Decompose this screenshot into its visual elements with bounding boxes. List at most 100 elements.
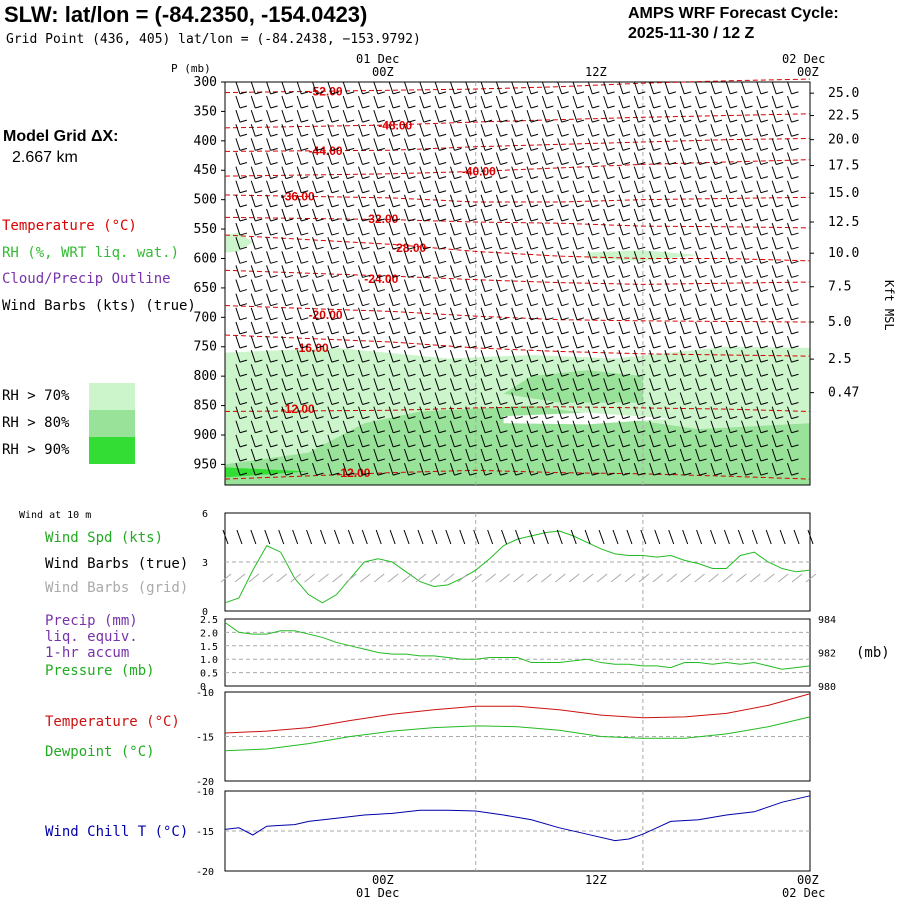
- wind-barb: [250, 420, 256, 433]
- wind-barb: [250, 194, 256, 207]
- wind-barb: [250, 462, 256, 476]
- wind-barb: [695, 293, 701, 306]
- wind-barb-flag: [684, 147, 692, 151]
- wind-barb: [541, 321, 547, 335]
- wind-barb: [526, 406, 532, 419]
- wind-barb-10m: [515, 529, 521, 545]
- wind-barb: [572, 349, 578, 363]
- wind-barb: [633, 321, 639, 335]
- wind-barb-flag: [760, 444, 768, 448]
- wind-barb-flag: [393, 430, 401, 434]
- wind-barb: [664, 378, 670, 391]
- wind-barb-10m-grid: [276, 573, 288, 583]
- wind-barb: [771, 81, 777, 95]
- pressure-tick-label: 950: [194, 457, 217, 472]
- wind-barb-flag: [576, 331, 585, 335]
- wind-barb-flag: [239, 176, 248, 180]
- wind-barb-flag: [454, 218, 462, 222]
- wind-barb-flag: [484, 260, 493, 264]
- wind-barb: [235, 208, 241, 222]
- wind-barb: [480, 81, 486, 95]
- wind-barb-flag: [393, 274, 401, 278]
- wind-barb: [511, 237, 517, 250]
- wind-barb: [756, 109, 762, 123]
- wind-barb-flag: [484, 204, 493, 208]
- wind-barb-flag: [530, 162, 539, 165]
- wind-barb-flag: [607, 218, 615, 222]
- wind-barb: [373, 81, 379, 95]
- wind-barb: [296, 95, 302, 109]
- wind-barb-flag: [530, 274, 539, 278]
- wind-barb-flag: [515, 232, 523, 236]
- wind-barb: [296, 251, 302, 264]
- wind-barb: [495, 222, 501, 236]
- wind-barb-flag: [730, 387, 738, 391]
- wind-barb-flag: [469, 444, 477, 448]
- wind-barb-flag: [530, 260, 539, 264]
- wind-barb: [388, 109, 394, 123]
- wind-barb: [296, 81, 302, 95]
- wind-barb: [358, 307, 363, 320]
- wind-barb-10m: [765, 529, 772, 545]
- wind-barb-flag: [438, 232, 447, 236]
- wind-barb: [695, 265, 701, 278]
- wind-barb: [388, 293, 394, 306]
- wind-barb: [787, 462, 792, 476]
- wind-barb: [541, 180, 547, 193]
- wind-barb: [373, 462, 379, 476]
- wind-barb: [725, 208, 731, 222]
- wind-barb-flag: [791, 472, 799, 476]
- wind-barb: [312, 349, 318, 363]
- wind-barb: [787, 448, 792, 462]
- wind-barb-flag: [347, 317, 355, 321]
- wind-barb: [388, 462, 394, 476]
- wind-barb: [342, 293, 348, 306]
- wind-barb: [250, 138, 256, 151]
- wind-barb: [664, 434, 670, 448]
- wind-barb-flag: [377, 147, 385, 151]
- wind-barb-flag: [576, 387, 585, 391]
- wind-barb: [710, 293, 716, 306]
- wind-barb: [465, 448, 471, 462]
- wind-barb: [235, 307, 241, 320]
- wind-barb: [603, 349, 609, 363]
- wind-barb-flag: [791, 91, 799, 95]
- wind-barb-flag: [592, 119, 600, 123]
- wind-barb-flag: [408, 317, 416, 321]
- wind-barb: [710, 349, 716, 363]
- wind-barb-flag: [347, 289, 355, 293]
- wind-barb-flag: [377, 91, 385, 95]
- wind-barb: [419, 434, 425, 448]
- wind-barb-flag: [607, 387, 615, 391]
- wind-barb: [266, 208, 272, 222]
- pressure-axis-title: P (mb): [171, 62, 211, 75]
- wind-barb-flag: [576, 218, 585, 222]
- wind-barb-flag: [607, 444, 615, 448]
- wind-barb-flag: [301, 119, 309, 123]
- wind-barb: [541, 152, 547, 165]
- wind-barb-flag: [730, 147, 738, 151]
- wind-barb-flag: [653, 387, 661, 391]
- wind-barb: [526, 166, 532, 179]
- wind-barb: [572, 364, 578, 377]
- wind-barb: [649, 335, 655, 349]
- wind-barb-flag: [745, 387, 753, 391]
- wind-barb: [725, 364, 731, 377]
- wind-barb-flag: [423, 176, 431, 180]
- wind-barb-flag: [239, 105, 248, 109]
- wind-barb: [358, 194, 363, 207]
- wind-barb-flag: [561, 162, 569, 165]
- wind-barb-flag: [791, 289, 799, 293]
- wind-barb-flag: [760, 162, 768, 165]
- wind-barb: [373, 109, 379, 123]
- wind-barb-flag: [362, 204, 370, 208]
- wind-barb-flag: [515, 105, 523, 109]
- wind-barb: [250, 208, 256, 222]
- wind-barb: [787, 349, 792, 363]
- wind-barb-flag: [331, 458, 339, 462]
- wind-barb-flag: [316, 274, 324, 278]
- wind-barb: [449, 420, 455, 433]
- wind-barb: [419, 420, 425, 433]
- wind-barb-flag: [438, 147, 447, 151]
- wind-barb-flag: [438, 105, 447, 109]
